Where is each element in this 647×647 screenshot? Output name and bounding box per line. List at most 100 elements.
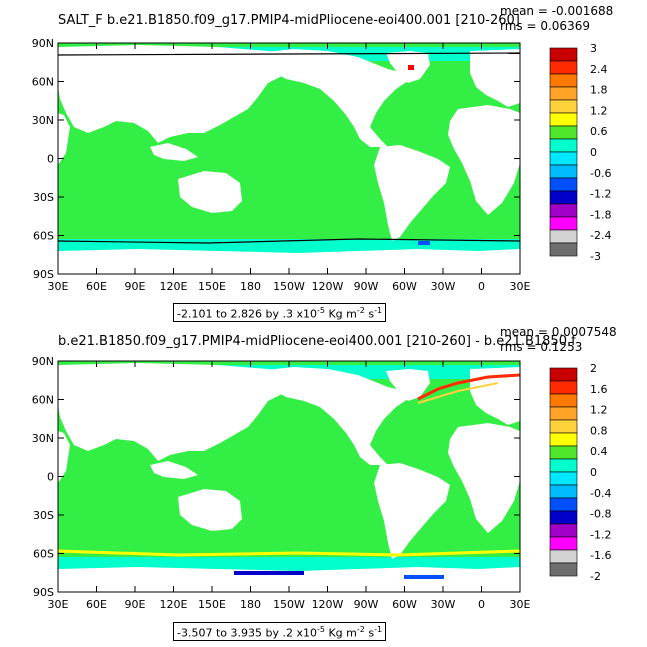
weddell-negative bbox=[404, 575, 444, 579]
colorbar-cell bbox=[549, 203, 578, 218]
land-antarctica bbox=[58, 249, 520, 274]
colorbar-label: -2 bbox=[590, 570, 601, 583]
land-shapes bbox=[58, 45, 520, 274]
colorbar-label: 1.2 bbox=[590, 404, 608, 417]
colorbar-label: 1.6 bbox=[590, 383, 608, 396]
colorbar-cell bbox=[549, 151, 578, 166]
land-north-america bbox=[258, 367, 408, 465]
north-atlantic-positive bbox=[417, 373, 521, 401]
colorbar-label: -0.6 bbox=[590, 167, 611, 180]
y-tick-label: 90N bbox=[32, 355, 54, 368]
y-tick-label: 30N bbox=[32, 114, 54, 127]
colorbar-cell bbox=[549, 86, 578, 101]
colorbar-label: 1.2 bbox=[590, 104, 608, 117]
colorbar-cell bbox=[549, 380, 578, 395]
land-africa bbox=[448, 105, 520, 215]
colorbar-label: 0.8 bbox=[590, 424, 608, 437]
colorbar-cell bbox=[549, 562, 578, 577]
colorbar-label: -1.6 bbox=[590, 549, 611, 562]
southern-positive-band bbox=[57, 549, 521, 557]
x-tick-label: 90E bbox=[125, 280, 146, 293]
southern-contour bbox=[57, 238, 521, 244]
colorbar-cell bbox=[549, 112, 578, 127]
colorbar-label: -1.2 bbox=[590, 528, 611, 541]
panel1-info-exp: -5 bbox=[316, 306, 325, 315]
x-tick-label: 150W bbox=[273, 598, 305, 611]
colorbar-cell bbox=[549, 367, 578, 382]
feature-shapes bbox=[57, 52, 521, 245]
colorbar-cell bbox=[549, 419, 578, 434]
panel2-rms: rms = 0.1253 bbox=[500, 340, 583, 354]
colorbar-label: -1.2 bbox=[590, 188, 611, 201]
x-tick-label: 180 bbox=[240, 280, 261, 293]
panel2-anomaly-features bbox=[57, 373, 521, 579]
land-south-america bbox=[374, 463, 450, 559]
colorbar-label: -3 bbox=[590, 250, 601, 263]
land-maritime-asia bbox=[150, 461, 198, 479]
colorbar-label: 0.4 bbox=[590, 445, 608, 458]
panel1-info-box: -2.101 to 2.826 by .3 x10-5 Kg m-2 s-1 bbox=[173, 303, 387, 322]
y-tick-label: 90S bbox=[33, 268, 54, 281]
negative-anomaly-patch bbox=[418, 241, 430, 245]
land-europe-east bbox=[470, 49, 520, 107]
colorbar-label: -2.4 bbox=[590, 229, 611, 242]
x-tick-label: 60E bbox=[86, 280, 107, 293]
x-tick-label: 30E bbox=[48, 280, 69, 293]
colorbar-cell bbox=[549, 510, 578, 525]
colorbar-cell bbox=[549, 393, 578, 408]
panel1-anomaly-features bbox=[57, 52, 521, 245]
x-tick-label: 120E bbox=[160, 598, 188, 611]
y-tick-label: 30S bbox=[33, 509, 54, 522]
land-eurasia bbox=[58, 45, 308, 143]
colorbar-cell bbox=[549, 458, 578, 473]
colorbar-cell bbox=[549, 497, 578, 512]
x-tick-label: 30E bbox=[510, 598, 531, 611]
land-eurasia bbox=[58, 363, 308, 461]
colorbar-label: 2 bbox=[590, 362, 597, 375]
positive-anomaly-patch bbox=[408, 65, 414, 70]
colorbar-cell bbox=[549, 523, 578, 538]
colorbar-label: -1.8 bbox=[590, 208, 611, 221]
colorbar-cell bbox=[549, 242, 578, 257]
land-maritime-asia bbox=[150, 143, 198, 161]
colorbar-cell bbox=[549, 471, 578, 486]
colorbar-label: 3 bbox=[590, 42, 597, 55]
colorbar-label: 0 bbox=[590, 466, 597, 479]
colorbar-label: -0.8 bbox=[590, 508, 611, 521]
colorbar-cell bbox=[549, 484, 578, 499]
land-africa-west bbox=[58, 113, 70, 165]
colorbar-cell bbox=[549, 73, 578, 88]
colorbar-label: 0.6 bbox=[590, 125, 608, 138]
land-africa-west bbox=[58, 431, 70, 483]
colorbar-cell bbox=[549, 164, 578, 179]
arctic-contour bbox=[57, 52, 521, 56]
north-atlantic-halo bbox=[417, 382, 499, 404]
y-tick-label: 30S bbox=[33, 191, 54, 204]
x-tick-label: 0 bbox=[478, 280, 485, 293]
y-tick-label: 30N bbox=[32, 432, 54, 445]
colorbar-label: 1.8 bbox=[590, 84, 608, 97]
land-greenland bbox=[386, 369, 430, 401]
panel1-rms: rms = 0.06369 bbox=[500, 19, 590, 33]
panel2-info-box: -3.507 to 3.935 by .2 x10-5 Kg m-2 s-1 bbox=[173, 622, 387, 641]
antarctic-negative bbox=[234, 571, 304, 575]
panel1-info-units: Kg m bbox=[324, 307, 357, 321]
y-tick-label: 90N bbox=[32, 37, 54, 50]
colorbar-cell bbox=[549, 125, 578, 140]
panel2-title: b.e21.B1850.f09_g17.PMIP4-midPliocene-eo… bbox=[58, 334, 576, 349]
x-tick-label: 30W bbox=[431, 598, 456, 611]
panel1-info-range: -2.101 to 2.826 by .3 x10 bbox=[177, 307, 317, 321]
panel2-mean: mean = 0.0007548 bbox=[500, 325, 617, 339]
colorbar-cell bbox=[549, 190, 578, 205]
panel1-info-s: s bbox=[364, 307, 375, 321]
colorbar-cell bbox=[549, 138, 578, 153]
x-tick-label: 120W bbox=[312, 280, 344, 293]
colorbar-cell bbox=[549, 60, 578, 75]
x-tick-label: 30E bbox=[510, 280, 531, 293]
y-tick-label: 0 bbox=[47, 153, 54, 166]
panel2-info-units: Kg m bbox=[324, 626, 357, 640]
